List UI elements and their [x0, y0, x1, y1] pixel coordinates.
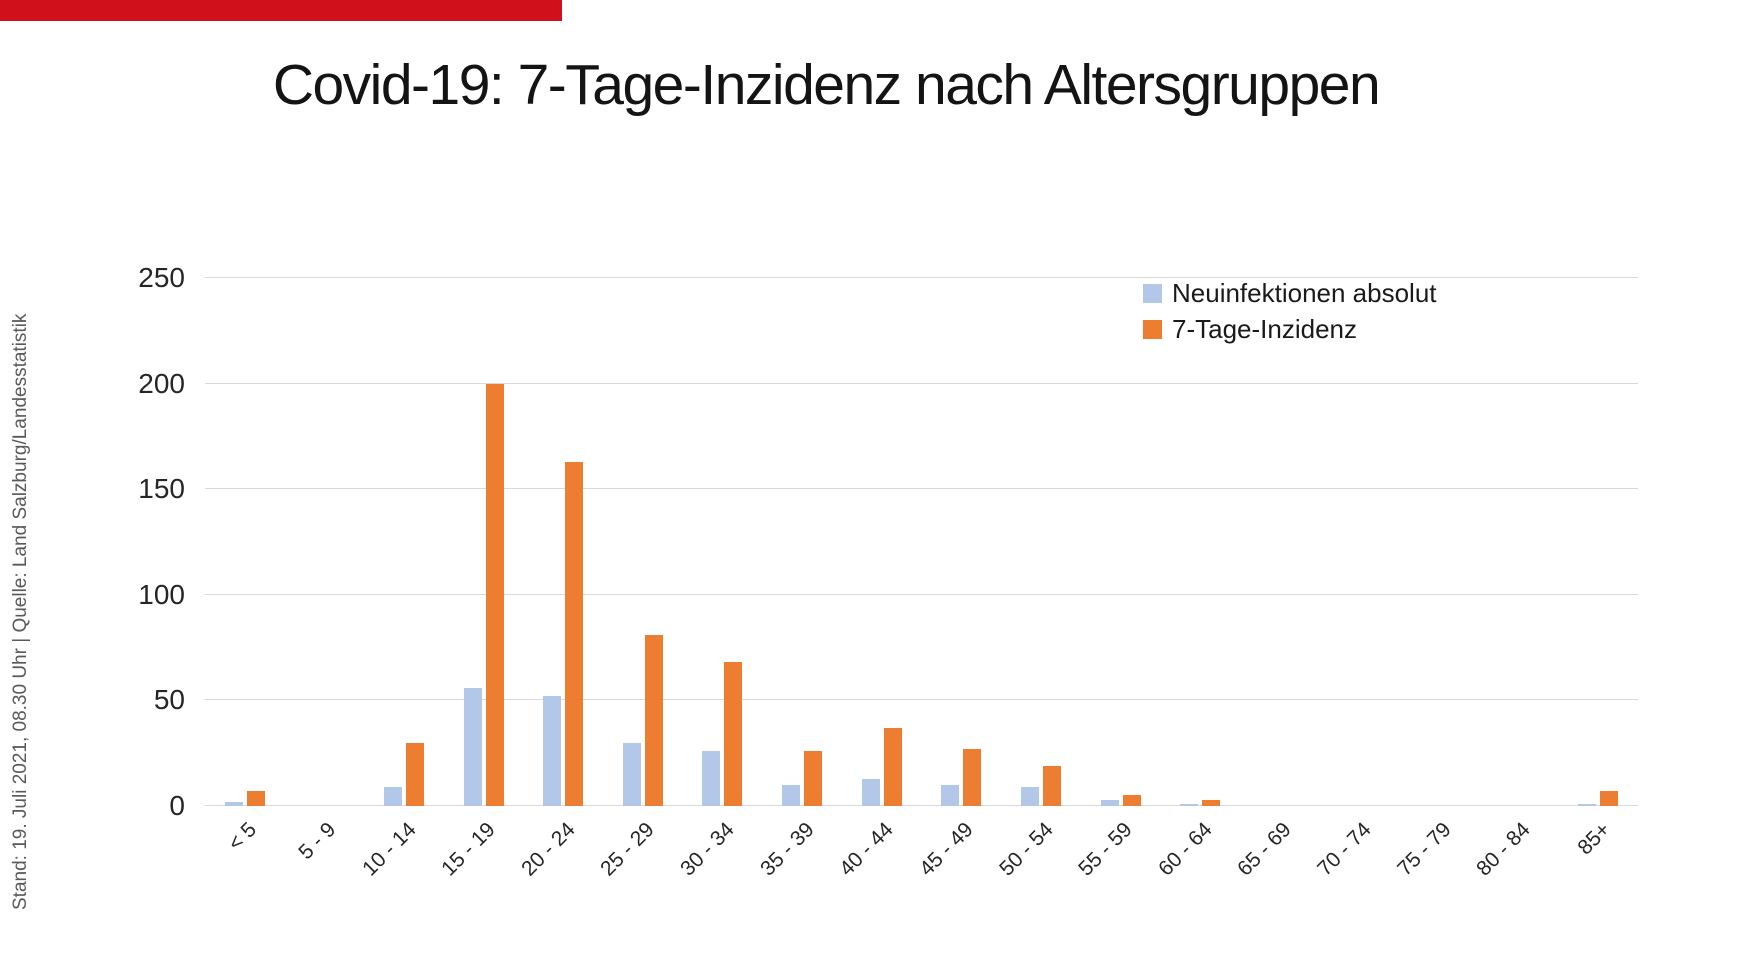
legend-swatch-blue	[1143, 284, 1162, 303]
bar-neuinfektionen-85+	[1578, 803, 1597, 806]
bar-group-<5: < 5	[205, 278, 285, 855]
x-tick-label-75-79: 75 - 79	[1392, 818, 1456, 881]
bar-inzidenz-30-34	[724, 662, 743, 806]
bar-inzidenz-35-39	[804, 751, 823, 806]
bar-group-20-24: 20 - 24	[517, 278, 603, 881]
bar-group-45-49: 45 - 49	[915, 278, 1001, 881]
chart-legend: Neuinfektionen absolut 7-Tage-Inzidenz	[1143, 278, 1437, 345]
y-tick-label-250: 250	[138, 262, 185, 293]
x-tick-label-15-19: 15 - 19	[437, 818, 500, 881]
bar-inzidenz-60-64	[1202, 799, 1221, 806]
bar-group-10-14: 10 - 14	[358, 278, 444, 881]
bar-group-70-74: 70 - 74	[1313, 278, 1400, 881]
bar-group-30-34: 30 - 34	[676, 278, 763, 881]
bar-inzidenz-<5	[246, 791, 265, 806]
x-tick-label-45-49: 45 - 49	[915, 818, 978, 881]
bar-inzidenz-10-14	[406, 742, 425, 806]
bar-inzidenz-25-29	[644, 634, 663, 806]
gridline-150	[205, 488, 1638, 490]
x-tick-label-50-54: 50 - 54	[994, 818, 1058, 881]
x-tick-label-30-34: 30 - 34	[676, 818, 739, 881]
legend-item-inzidenz: 7-Tage-Inzidenz	[1143, 314, 1437, 345]
bar-groups: < 5 5 - 9 10 - 14 15 - 19 20 - 24 25 - 29 30 -…	[205, 278, 1638, 881]
x-tick-label-80-84: 80 - 84	[1472, 818, 1535, 881]
bar-neuinfektionen-40-44	[861, 778, 880, 806]
gridline-100	[205, 593, 1638, 595]
brand-banner	[0, 0, 562, 21]
bar-inzidenz-55-59	[1122, 795, 1141, 806]
legend-label-neuinfektionen: Neuinfektionen absolut	[1172, 278, 1437, 308]
bar-neuinfektionen-<5	[224, 801, 243, 806]
x-tick-label-35-39: 35 - 39	[755, 818, 819, 881]
x-tick-label-55-59: 55 - 59	[1074, 818, 1137, 881]
legend-label-inzidenz: 7-Tage-Inzidenz	[1172, 314, 1357, 344]
bar-group-25-29: 25 - 29	[597, 278, 683, 881]
bar-group-60-64: 60 - 64	[1154, 278, 1240, 881]
bar-inzidenz-20-24	[565, 461, 584, 806]
bar-group-55-59: 55 - 59	[1074, 278, 1161, 881]
bar-group-50-54: 50 - 54	[995, 278, 1081, 881]
x-tick-label-10-14: 10 - 14	[357, 818, 421, 881]
x-tick-label-60-64: 60 - 64	[1153, 818, 1217, 881]
bar-group-80-84: 80 - 84	[1472, 278, 1559, 881]
x-tick-label-70-74: 70 - 74	[1313, 818, 1376, 881]
y-tick-label-200: 200	[138, 367, 185, 399]
page-title: Covid-19: 7-Tage-Inzidenz nach Altersgru…	[272, 53, 1381, 117]
y-tick-label-0: 0	[169, 790, 185, 821]
bar-neuinfektionen-10-14	[384, 787, 403, 806]
bar-neuinfektionen-30-34	[702, 751, 721, 806]
chart-plot-area: 0 50 100 150 200 250 < 5 5 - 9 10 - 14 15 - 19 20…	[138, 262, 1638, 881]
gridline-200	[205, 382, 1638, 384]
legend-swatch-orange	[1143, 320, 1162, 339]
gridline-250	[205, 277, 1638, 278]
bar-group-35-39: 35 - 39	[756, 278, 842, 881]
y-tick-label-100: 100	[138, 578, 185, 610]
source-note: Stand: 19. Juli 2021, 08.30 Uhr | Quelle…	[10, 313, 31, 910]
bar-neuinfektionen-60-64	[1180, 803, 1199, 806]
bar-neuinfektionen-35-39	[782, 784, 801, 806]
bar-group-40-44: 40 - 44	[835, 278, 922, 881]
bar-neuinfektionen-25-29	[622, 742, 641, 806]
x-tick-label-40-44: 40 - 44	[835, 818, 898, 881]
bar-neuinfektionen-15-19	[463, 687, 482, 806]
bar-group-15-19: 15 - 19	[437, 278, 524, 881]
bar-inzidenz-85+	[1600, 791, 1619, 806]
gridline-0	[205, 805, 1638, 806]
bar-inzidenz-15-19	[485, 383, 504, 806]
x-tick-label-85+: 85+	[1572, 818, 1615, 860]
x-tick-label-25-29: 25 - 29	[596, 818, 660, 881]
bar-neuinfektionen-50-54	[1020, 787, 1039, 806]
gridline-50	[205, 699, 1638, 701]
bar-group-5-9: 5 - 9	[285, 278, 365, 864]
bar-group-75-79: 75 - 79	[1393, 278, 1479, 881]
bar-inzidenz-40-44	[883, 727, 902, 806]
x-tick-label-65-69: 65 - 69	[1233, 818, 1296, 881]
x-tick-label-<5: < 5	[223, 818, 262, 856]
bar-neuinfektionen-20-24	[543, 696, 562, 806]
x-tick-label-20-24: 20 - 24	[517, 818, 580, 881]
bar-inzidenz-50-54	[1042, 765, 1061, 806]
bar-inzidenz-45-49	[963, 748, 982, 806]
bar-neuinfektionen-45-49	[941, 784, 960, 806]
x-tick-label-5-9: 5 - 9	[294, 818, 341, 864]
bar-group-85+: 85+	[1558, 278, 1638, 859]
y-tick-label-150: 150	[138, 473, 185, 505]
bar-neuinfektionen-55-59	[1100, 799, 1119, 806]
bar-group-65-69: 65 - 69	[1233, 278, 1320, 881]
y-tick-label-50: 50	[153, 684, 185, 716]
legend-item-neuinfektionen: Neuinfektionen absolut	[1143, 278, 1437, 309]
